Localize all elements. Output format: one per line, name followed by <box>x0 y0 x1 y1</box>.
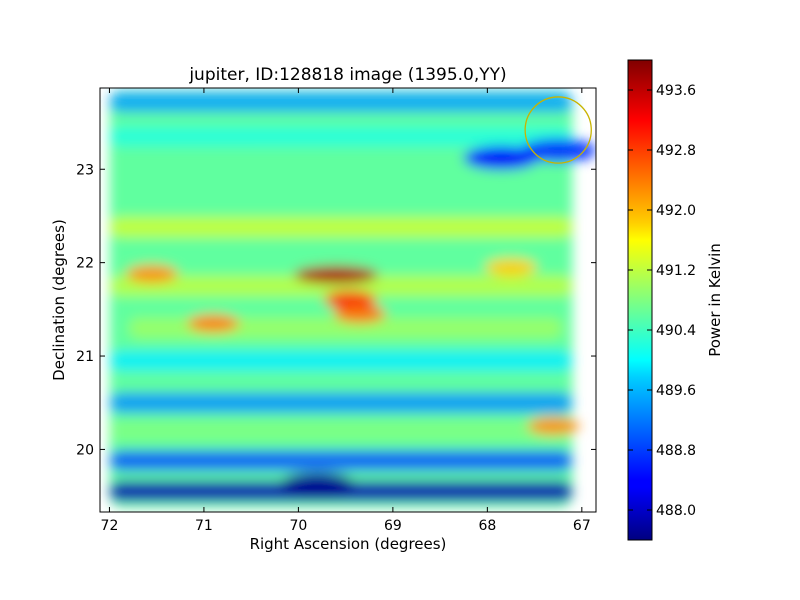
x-tick-label: 67 <box>573 518 591 534</box>
y-tick-label: 21 <box>76 349 94 365</box>
heatmap-peak <box>324 291 377 309</box>
x-tick-label: 70 <box>289 518 307 534</box>
colorbar-tick-label: 493.6 <box>656 83 696 99</box>
heatmap-band <box>109 216 573 238</box>
heatmap-peak <box>294 265 379 284</box>
colorbar-gradient <box>628 60 652 540</box>
heatmap-peak <box>125 264 178 283</box>
colorbar-ticks: 488.0 488.8 489.6 490.4 491.2 492.0 492.8 493.6 <box>628 83 696 519</box>
heatmap-image <box>109 89 596 508</box>
y-tick-label: 23 <box>76 162 94 178</box>
heatmap-band <box>109 350 573 371</box>
colorbar: 488.0 488.8 489.6 490.4 491.2 492.0 492.8 493.6… <box>627 59 724 541</box>
x-tick-label: 69 <box>384 518 402 534</box>
beam-circle-marker <box>524 96 592 164</box>
heatmap-band <box>109 126 573 147</box>
y-axis-label: Declination (degrees) <box>50 219 68 381</box>
y-tick-label: 20 <box>76 442 94 458</box>
heatmap-trough <box>279 472 356 497</box>
heatmap-band <box>109 450 573 471</box>
heatmap-peak <box>484 258 537 277</box>
heatmap-peak <box>333 305 386 324</box>
heatmap-band <box>109 91 573 113</box>
colorbar-tick-label: 489.6 <box>656 383 696 399</box>
colorbar-frame <box>627 59 653 541</box>
x-axis: 72 71 70 69 68 67 <box>101 88 591 534</box>
x-tick-label: 68 <box>478 518 496 534</box>
plot-frame <box>99 87 597 513</box>
heatmap-band <box>109 275 573 297</box>
colorbar-tick-label: 492.8 <box>656 143 696 159</box>
colorbar-tick-label: 490.4 <box>656 323 696 339</box>
colorbar-tick-label: 492.0 <box>656 203 696 219</box>
colorbar-tick-label: 488.8 <box>656 443 696 459</box>
colorbar-label: Power in Kelvin <box>706 243 724 357</box>
chart-title: jupiter, ID:128818 image (1395.0,YY) <box>188 65 506 85</box>
y-tick-label: 22 <box>76 256 94 272</box>
heatmap-peak <box>527 417 580 436</box>
heatmap-band <box>109 420 573 442</box>
colorbar-tick-label: 491.2 <box>656 263 696 279</box>
y-axis: 20 21 22 23 <box>76 162 596 458</box>
heatmap-band <box>109 392 573 414</box>
colorbar-tick-label: 488.0 <box>656 503 696 519</box>
heatmap-peak <box>187 314 240 333</box>
marker-layer <box>524 96 592 164</box>
x-tick-label: 72 <box>101 518 119 534</box>
x-axis-label: Right Ascension (degrees) <box>250 535 447 553</box>
x-tick-label: 71 <box>195 518 213 534</box>
